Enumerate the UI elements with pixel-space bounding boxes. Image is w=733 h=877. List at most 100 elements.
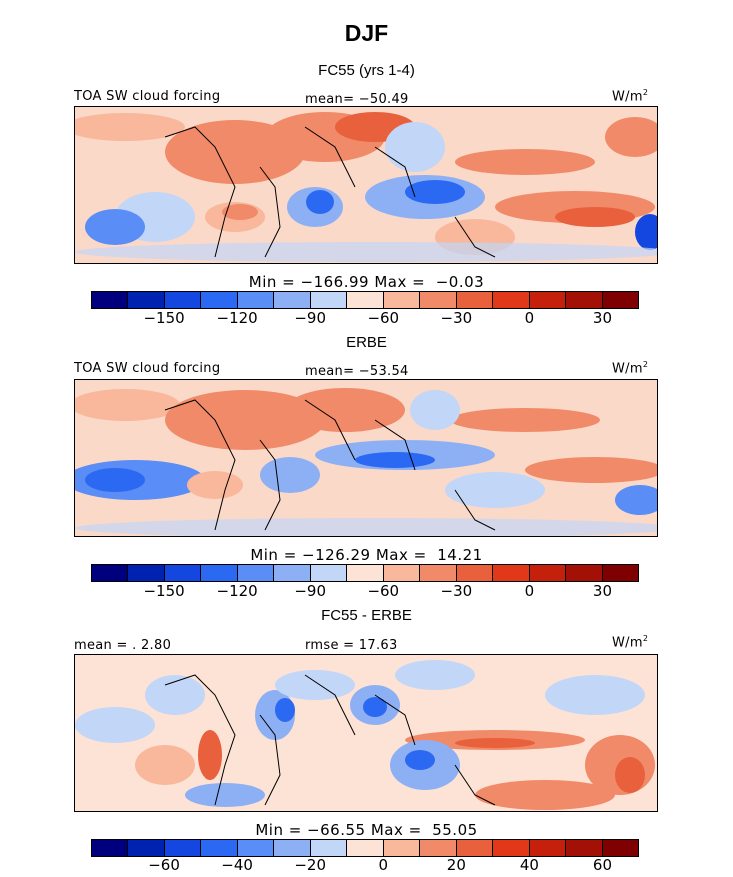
colorbar-swatch xyxy=(92,840,129,856)
field-blob xyxy=(615,485,657,515)
panel-1-map xyxy=(74,106,658,264)
colorbar-swatch xyxy=(347,292,384,308)
field-blob xyxy=(135,745,195,785)
colorbar-swatch xyxy=(420,565,457,581)
field-blob xyxy=(185,783,265,807)
colorbar-tick-label: 20 xyxy=(446,856,466,874)
colorbar-swatch xyxy=(420,840,457,856)
panel-3-map xyxy=(74,654,658,812)
colorbar-swatch xyxy=(602,565,639,581)
colorbar-tick-label: 0 xyxy=(524,309,535,327)
colorbar-swatch xyxy=(201,565,238,581)
coastline xyxy=(164,126,496,258)
colorbar-swatch xyxy=(237,292,275,308)
colorbar-tick-label: 0 xyxy=(378,856,389,874)
colorbar-swatch xyxy=(529,565,567,581)
field-blob xyxy=(85,468,145,492)
field-blob xyxy=(635,214,657,250)
colorbar-swatch xyxy=(164,292,202,308)
colorbar-swatch xyxy=(92,565,129,581)
panel-1-stats: Min = −166.99 Max = −0.03 xyxy=(248,273,485,291)
colorbar-swatch xyxy=(493,565,530,581)
field-blob xyxy=(75,113,185,141)
colorbar-swatch xyxy=(566,565,603,581)
field-blob xyxy=(455,149,595,175)
colorbar-swatch xyxy=(420,292,457,308)
field-blob xyxy=(445,472,545,508)
field-blob xyxy=(355,452,435,468)
field-blob xyxy=(605,117,657,157)
field-blob xyxy=(525,457,657,483)
colorbar-swatch xyxy=(92,292,129,308)
field-blob xyxy=(285,388,405,432)
panel-1-map-svg xyxy=(75,107,657,263)
panel-2-mean-label: mean= −53.54 xyxy=(305,364,409,379)
colorbar-tick-label: −20 xyxy=(294,856,327,874)
panel-1-mean-label: mean= −50.49 xyxy=(305,92,409,107)
colorbar-swatch xyxy=(602,840,639,856)
colorbar-swatch xyxy=(274,840,311,856)
colorbar-swatch xyxy=(493,292,530,308)
panel-2-unit-label: W/m2 xyxy=(612,360,649,377)
panel-1-subtitle: FC55 (yrs 1-4) xyxy=(318,62,415,79)
colorbar-tick-label: −120 xyxy=(216,309,258,327)
field-blob xyxy=(555,207,635,227)
colorbar-swatch xyxy=(347,565,384,581)
colorbar-swatch xyxy=(566,292,603,308)
field-blob xyxy=(475,780,615,810)
panel-2-map xyxy=(74,379,658,537)
colorbar-tick-label: −30 xyxy=(440,309,473,327)
colorbar-swatch xyxy=(201,840,238,856)
field-blob xyxy=(145,675,205,715)
panel-2-subtitle: ERBE xyxy=(346,334,387,351)
field-blob xyxy=(275,670,355,700)
colorbar-swatch xyxy=(237,565,275,581)
field-blob xyxy=(260,457,320,493)
field-blob xyxy=(363,697,387,717)
panel-3-map-svg xyxy=(75,655,657,811)
field-blob xyxy=(545,675,645,715)
colorbar-tick-label: −90 xyxy=(294,582,327,600)
panel-1-colorbar xyxy=(91,291,639,309)
panel-3-unit-label: W/m2 xyxy=(612,634,649,651)
colorbar-tick-label: 30 xyxy=(592,582,612,600)
colorbar-swatch xyxy=(529,840,567,856)
colorbar-swatch xyxy=(383,840,421,856)
field-blob xyxy=(75,707,155,743)
panel-2-colorbar xyxy=(91,564,639,582)
field-blob xyxy=(75,389,180,421)
colorbar-tick-label: −60 xyxy=(367,582,400,600)
panel-3-mean-label: mean = . 2.80 xyxy=(74,638,172,653)
colorbar-tick-label: 60 xyxy=(592,856,612,874)
panel-2-stats: Min = −126.29 Max = 14.21 xyxy=(250,546,483,564)
colorbar-swatch xyxy=(237,840,275,856)
field-blob xyxy=(395,660,475,690)
colorbar-swatch xyxy=(347,840,384,856)
colorbar-tick-label: −150 xyxy=(143,309,185,327)
colorbar-swatch xyxy=(128,565,165,581)
colorbar-tick-label: −40 xyxy=(221,856,253,874)
colorbar-swatch xyxy=(566,840,603,856)
colorbar-swatch xyxy=(310,565,348,581)
panel-3-stats: Min = −66.55 Max = 55.05 xyxy=(255,821,478,839)
panel-3-subtitle: FC55 - ERBE xyxy=(321,607,412,624)
panel-1-variable-label: TOA SW cloud forcing xyxy=(74,89,221,104)
colorbar-swatch xyxy=(164,840,202,856)
colorbar-swatch xyxy=(310,840,348,856)
colorbar-swatch xyxy=(456,292,494,308)
field-blob xyxy=(85,209,145,245)
field-blob xyxy=(187,471,243,499)
figure-title: DJF xyxy=(344,20,389,46)
panel-2-variable-label: TOA SW cloud forcing xyxy=(74,361,221,376)
field-blob xyxy=(450,408,600,432)
colorbar-swatch xyxy=(310,292,348,308)
field-blob xyxy=(405,180,465,204)
panel-2-map-svg xyxy=(75,380,657,536)
colorbar-swatch xyxy=(274,565,311,581)
colorbar-swatch xyxy=(456,565,494,581)
field-blob xyxy=(455,738,535,748)
colorbar-tick-label: 0 xyxy=(524,582,535,600)
colorbar-swatch xyxy=(493,840,530,856)
colorbar-swatch xyxy=(201,292,238,308)
coastline xyxy=(164,674,496,806)
